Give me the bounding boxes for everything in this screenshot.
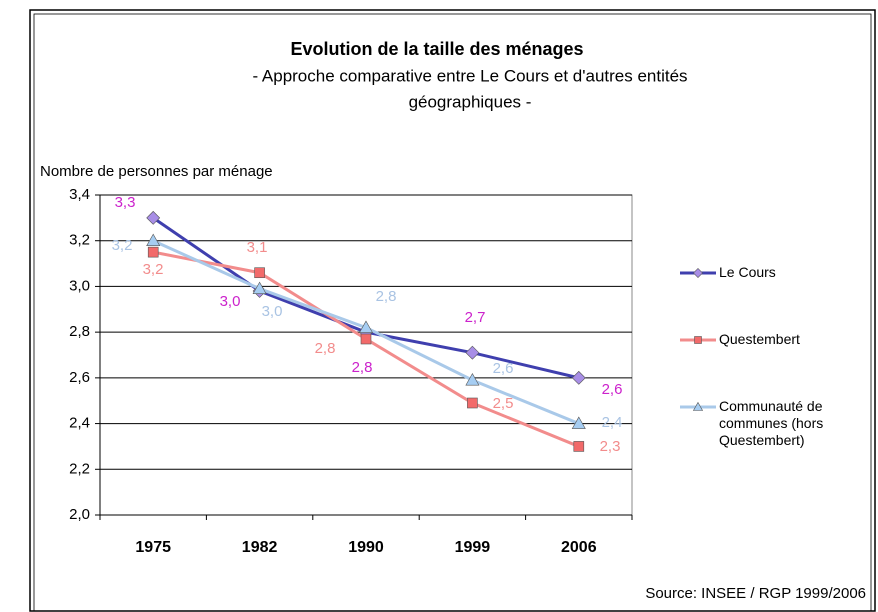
data-label: 2,5 bbox=[493, 395, 514, 412]
data-label: 2,4 bbox=[602, 414, 623, 431]
source-note: Source: INSEE / RGP 1999/2006 bbox=[645, 585, 866, 602]
data-label: 3,0 bbox=[220, 293, 241, 310]
data-label: 2,3 bbox=[600, 438, 621, 455]
data-label: 2,7 bbox=[465, 309, 486, 326]
marker bbox=[694, 336, 702, 344]
y-tick-label: 3,2 bbox=[69, 232, 90, 249]
data-label: 2,8 bbox=[352, 359, 373, 376]
marker bbox=[254, 267, 265, 279]
legend-label: Communauté de communes (hors Questembert… bbox=[719, 398, 824, 448]
marker bbox=[146, 233, 161, 247]
data-label: 2,6 bbox=[602, 381, 623, 398]
marker bbox=[360, 333, 372, 345]
y-tick-label: 2,8 bbox=[69, 323, 90, 340]
marker bbox=[571, 370, 586, 385]
x-tick-label: 1982 bbox=[242, 539, 278, 556]
chart-frame-inner bbox=[33, 13, 872, 612]
data-label: 2,8 bbox=[315, 340, 336, 357]
chart-title: Evolution de la taille des ménages bbox=[290, 39, 583, 59]
legend-label: Le Cours bbox=[719, 264, 776, 280]
plot-area bbox=[99, 194, 633, 516]
marker bbox=[571, 416, 586, 429]
legend-entry: Le Cours bbox=[719, 264, 776, 280]
data-label: 3,2 bbox=[143, 261, 164, 278]
y-tick-label: 3,0 bbox=[69, 277, 90, 294]
marker bbox=[693, 268, 703, 278]
marker bbox=[465, 373, 480, 386]
marker bbox=[252, 281, 267, 295]
y-axis-label: Nombre de personnes par ménage bbox=[40, 163, 273, 180]
chart-subtitle: géographiques - bbox=[409, 92, 532, 111]
data-label: 3,0 bbox=[262, 303, 283, 320]
marker bbox=[573, 441, 585, 452]
data-label: 3,3 bbox=[115, 194, 136, 211]
legend-entry: Communauté de communes (hors Questembert… bbox=[719, 398, 824, 448]
data-label: 3,2 bbox=[112, 237, 133, 254]
marker bbox=[467, 397, 478, 409]
y-tick-label: 2,6 bbox=[69, 369, 90, 386]
data-label: 2,8 bbox=[376, 288, 397, 305]
marker bbox=[146, 210, 161, 225]
x-tick-label: 1975 bbox=[135, 539, 171, 556]
marker bbox=[692, 401, 704, 411]
marker bbox=[358, 320, 374, 333]
y-tick-label: 2,4 bbox=[69, 415, 90, 432]
x-tick-label: 1999 bbox=[455, 539, 491, 556]
y-tick-label: 3,4 bbox=[69, 186, 90, 203]
data-label: 2,6 bbox=[493, 360, 514, 377]
y-tick-label: 2,2 bbox=[69, 460, 90, 477]
chart-subtitle: - Approche comparative entre Le Cours et… bbox=[252, 66, 687, 85]
marker bbox=[147, 246, 159, 258]
x-tick-label: 2006 bbox=[561, 539, 597, 556]
marker bbox=[465, 345, 480, 360]
y-tick-label: 2,0 bbox=[69, 506, 90, 523]
legend-entry: Questembert bbox=[719, 331, 800, 347]
legend-label: Questembert bbox=[719, 331, 800, 347]
x-tick-label: 1990 bbox=[348, 539, 384, 556]
data-label: 3,1 bbox=[247, 239, 268, 256]
